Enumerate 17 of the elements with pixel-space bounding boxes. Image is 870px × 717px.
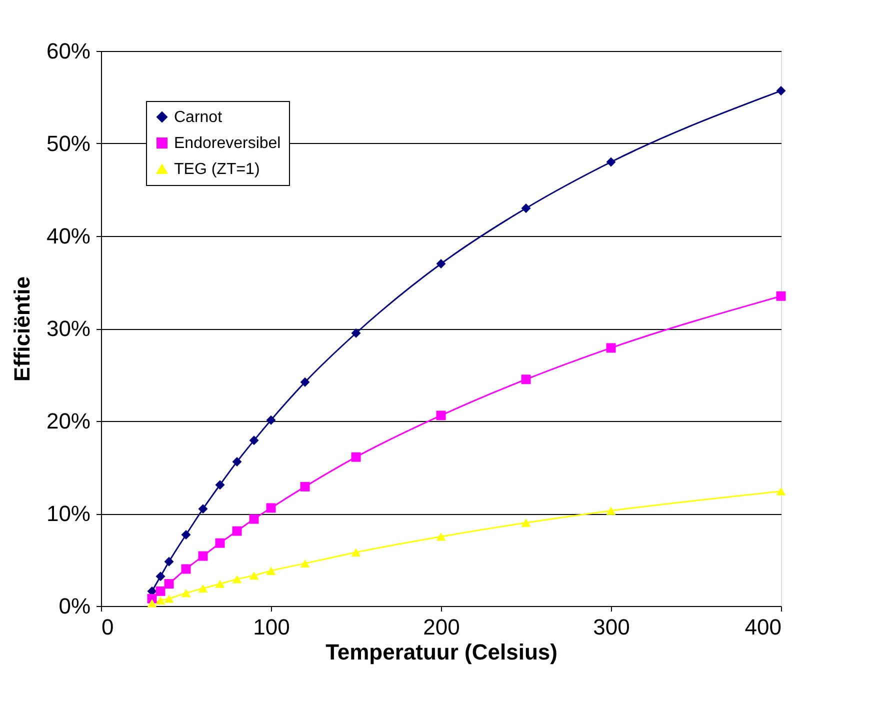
x-tick-label: 0 <box>102 614 114 640</box>
x-tick-label: 100 <box>253 614 290 640</box>
x-tick-label: 400 <box>744 614 782 640</box>
y-tick-label: 20% <box>46 408 90 434</box>
x-axis-title: Temperatuur (Celsius) <box>326 640 558 664</box>
y-tick-label: 50% <box>46 131 90 156</box>
y-tick-label: 0% <box>58 594 90 618</box>
y-tick-label: 10% <box>46 501 90 526</box>
x-tick-label: 300 <box>593 614 630 640</box>
y-tick-label: 40% <box>46 224 90 248</box>
legend-label: TEG (ZT=1) <box>174 161 260 178</box>
y-tick-label: 30% <box>46 316 90 341</box>
legend-label: Carnot <box>174 109 223 126</box>
y-axis-title: Efficiëntie <box>9 276 34 382</box>
x-tick-label: 200 <box>423 614 460 640</box>
legend-label: Endoreversibel <box>174 135 281 152</box>
y-tick-label: 60% <box>46 38 90 64</box>
